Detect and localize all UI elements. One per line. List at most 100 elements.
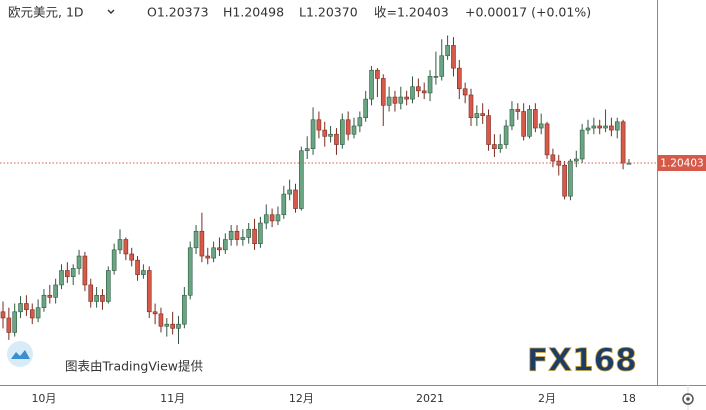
candle-body [164, 323, 170, 327]
candle-body [533, 109, 538, 129]
candle-body [410, 86, 415, 100]
candle-body [304, 148, 310, 152]
candle-body [18, 303, 23, 313]
candle-body [258, 222, 263, 244]
candle-body [609, 125, 614, 131]
interval-chevron[interactable] [107, 9, 115, 14]
candle-body [603, 125, 608, 129]
candle-body [585, 127, 591, 131]
candle-body [497, 144, 503, 149]
candle-body [456, 67, 462, 90]
candle-body [211, 247, 216, 259]
ohlc-close: 收=1.20403 [374, 5, 449, 20]
candle-body [223, 239, 228, 251]
settings-gear[interactable] [682, 393, 694, 405]
candle-body [614, 121, 620, 131]
candle-body [146, 270, 152, 313]
candle-body [538, 123, 544, 129]
candle-body [263, 214, 269, 224]
settings-gear-center [686, 397, 690, 401]
candle-body [339, 119, 345, 145]
candle-body [53, 284, 58, 298]
candle-body [503, 125, 509, 145]
candle-body [480, 113, 486, 116]
candle-body [70, 268, 76, 277]
candle-body [88, 284, 94, 302]
candle-body [275, 214, 281, 222]
candle-body [386, 96, 392, 106]
candle-body [82, 255, 88, 286]
candle-body [316, 119, 322, 131]
candle-body [351, 125, 357, 135]
candle-body [445, 45, 450, 57]
candle-body [299, 150, 304, 209]
candle-body [468, 94, 474, 118]
candle-body [252, 228, 257, 244]
credit-text: 图表由TradingView提供 [65, 359, 203, 374]
candle-body [416, 86, 421, 92]
candle-body [568, 160, 573, 197]
x-tick-label: 2月 [538, 392, 556, 405]
candle-body [287, 189, 292, 195]
candle-body [328, 133, 333, 137]
candle-body [152, 311, 158, 315]
price-label: 1.20403 [660, 158, 703, 170]
candle-body [141, 270, 146, 275]
candle-body [369, 69, 374, 100]
symbol[interactable]: 欧元美元, 1D [8, 5, 84, 20]
candle-body [217, 247, 222, 251]
x-tick-label: 11月 [160, 392, 185, 405]
ohlc-open: O1.20373 [147, 5, 209, 20]
x-tick-label: 12月 [289, 392, 314, 405]
candle-body [0, 311, 6, 319]
x-tick-label: 18 [622, 392, 636, 405]
candle-body [521, 111, 526, 137]
candle-body [59, 270, 64, 286]
candle-body [123, 239, 129, 255]
candle-body [100, 294, 105, 302]
logo-mark [11, 350, 30, 359]
candle-body [573, 158, 579, 162]
ohlc-change: +0.00017 (+0.01%) [465, 5, 591, 20]
candle-body [24, 303, 29, 311]
candle-body [158, 313, 164, 327]
candle-body [111, 249, 117, 271]
candle-body [345, 119, 351, 135]
candle-body [205, 255, 211, 259]
candle-body [474, 113, 480, 118]
candle-body [293, 189, 298, 209]
candle-body [65, 270, 70, 277]
candle-body [334, 133, 339, 145]
candle-body [375, 69, 380, 79]
candle-body [240, 237, 246, 240]
candle-body [562, 164, 567, 197]
candle-body [357, 117, 363, 127]
candle-body [515, 109, 521, 112]
candle-body [94, 294, 99, 302]
price-label-box [658, 155, 706, 172]
candle-body [76, 255, 82, 269]
candle-body [597, 125, 603, 129]
candle-body [106, 270, 111, 302]
candle-body [129, 253, 134, 261]
tradingview-logo[interactable] [7, 341, 33, 367]
candle-body [269, 214, 275, 222]
candle-body [41, 294, 47, 308]
candle-body [380, 78, 386, 106]
candle-body [193, 230, 199, 249]
settings-icon[interactable] [682, 393, 694, 405]
ohlc-low: L1.20370 [299, 5, 358, 20]
candle-body [433, 76, 439, 78]
candle-body [620, 121, 626, 164]
candle-body [228, 230, 234, 240]
candle-body [234, 230, 240, 240]
candle-body [29, 309, 35, 319]
candle-body [392, 96, 398, 104]
candle-body [492, 144, 497, 149]
candle-body [421, 90, 427, 94]
candle-body [6, 317, 12, 333]
candle-body [322, 129, 328, 137]
candle-body [363, 98, 369, 118]
